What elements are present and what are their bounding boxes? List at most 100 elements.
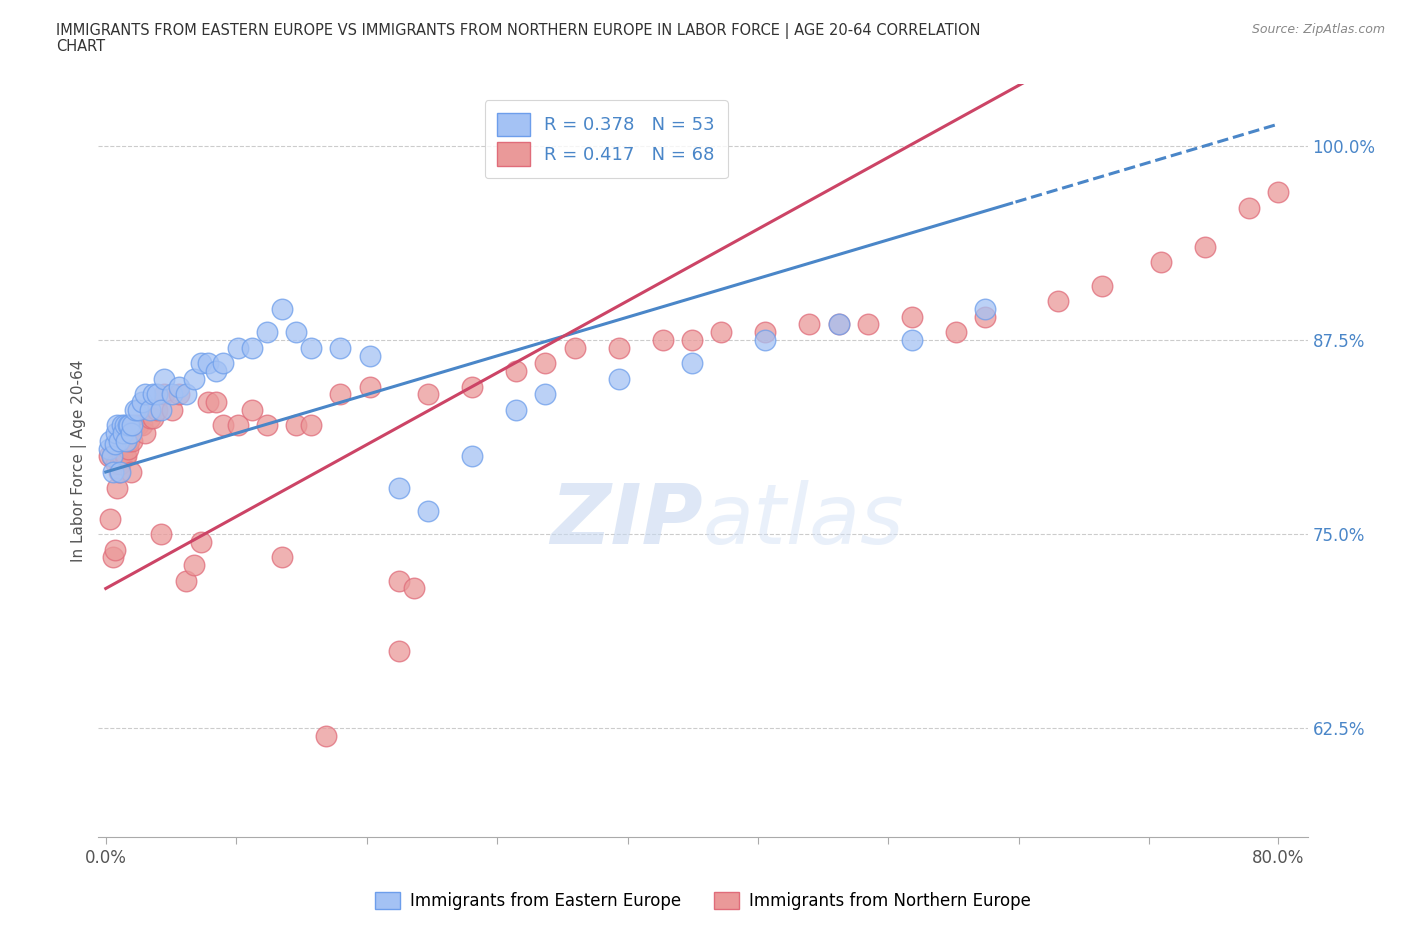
Point [114, 418, 136, 432]
Point [124, 403, 146, 418]
Point [134, 426, 156, 441]
Text: Source: ZipAtlas.com: Source: ZipAtlas.com [1251, 23, 1385, 36]
Point [681, 333, 703, 348]
Point [105, 457, 128, 472]
Text: IMMIGRANTS FROM EASTERN EUROPE VS IMMIGRANTS FROM NORTHERN EUROPE IN LABOR FORCE: IMMIGRANTS FROM EASTERN EUROPE VS IMMIGR… [56, 23, 981, 39]
Point [256, 418, 278, 432]
Point [176, 387, 198, 402]
Point [359, 348, 381, 363]
Point [120, 426, 142, 441]
Point [710, 325, 733, 339]
Point [329, 340, 352, 355]
Point [167, 387, 190, 402]
Point [190, 535, 212, 550]
Point [418, 503, 440, 518]
Point [153, 387, 176, 402]
Y-axis label: In Labor Force | Age 20-64: In Labor Force | Age 20-64 [72, 359, 87, 562]
Point [240, 403, 263, 418]
Point [160, 387, 183, 402]
Point [607, 371, 630, 386]
Point [945, 325, 967, 339]
Point [901, 333, 924, 348]
Point [901, 310, 924, 325]
Point [226, 340, 249, 355]
Point [101, 550, 124, 565]
Point [105, 426, 128, 441]
Point [115, 449, 138, 464]
Point [146, 403, 169, 418]
Point [108, 465, 131, 480]
Point [111, 449, 134, 464]
Point [115, 433, 138, 448]
Point [754, 325, 776, 339]
Point [256, 325, 278, 339]
Point [388, 573, 411, 588]
Point [131, 394, 153, 409]
Point [197, 356, 219, 371]
Point [226, 418, 249, 432]
Point [110, 457, 132, 472]
Point [138, 403, 160, 418]
Point [121, 433, 143, 448]
Point [101, 465, 124, 480]
Point [1194, 239, 1216, 254]
Legend: R = 0.378   N = 53, R = 0.417   N = 68: R = 0.378 N = 53, R = 0.417 N = 68 [485, 100, 728, 179]
Point [974, 310, 997, 325]
Point [176, 573, 198, 588]
Point [134, 387, 156, 402]
Point [1091, 278, 1114, 293]
Point [150, 403, 173, 418]
Point [100, 449, 122, 464]
Point [1047, 294, 1070, 309]
Point [299, 418, 322, 432]
Point [827, 317, 849, 332]
Point [118, 418, 141, 432]
Point [754, 333, 776, 348]
Point [103, 542, 125, 557]
Point [124, 418, 146, 432]
Point [98, 433, 121, 448]
Point [167, 379, 190, 394]
Point [1267, 185, 1289, 200]
Point [1237, 201, 1260, 216]
Point [359, 379, 381, 394]
Text: CHART: CHART [56, 39, 105, 54]
Point [197, 394, 219, 409]
Point [329, 387, 352, 402]
Point [146, 387, 169, 402]
Point [183, 371, 205, 386]
Point [315, 728, 337, 743]
Point [607, 340, 630, 355]
Point [1150, 255, 1173, 270]
Point [112, 433, 135, 448]
Point [142, 387, 165, 402]
Point [114, 449, 136, 464]
Point [534, 387, 557, 402]
Point [856, 317, 879, 332]
Point [212, 418, 235, 432]
Point [108, 433, 131, 448]
Point [117, 441, 139, 456]
Point [974, 301, 997, 316]
Point [121, 418, 143, 432]
Point [142, 410, 165, 425]
Point [285, 418, 308, 432]
Point [97, 449, 120, 464]
Point [505, 364, 527, 379]
Point [204, 394, 226, 409]
Point [681, 356, 703, 371]
Point [97, 441, 120, 456]
Point [120, 465, 142, 480]
Point [402, 581, 425, 596]
Point [827, 317, 849, 332]
Point [505, 403, 527, 418]
Point [112, 426, 135, 441]
Point [388, 644, 411, 658]
Point [270, 301, 292, 316]
Point [117, 418, 139, 432]
Point [160, 403, 183, 418]
Point [299, 340, 322, 355]
Point [110, 465, 132, 480]
Point [107, 480, 129, 495]
Point [285, 325, 308, 339]
